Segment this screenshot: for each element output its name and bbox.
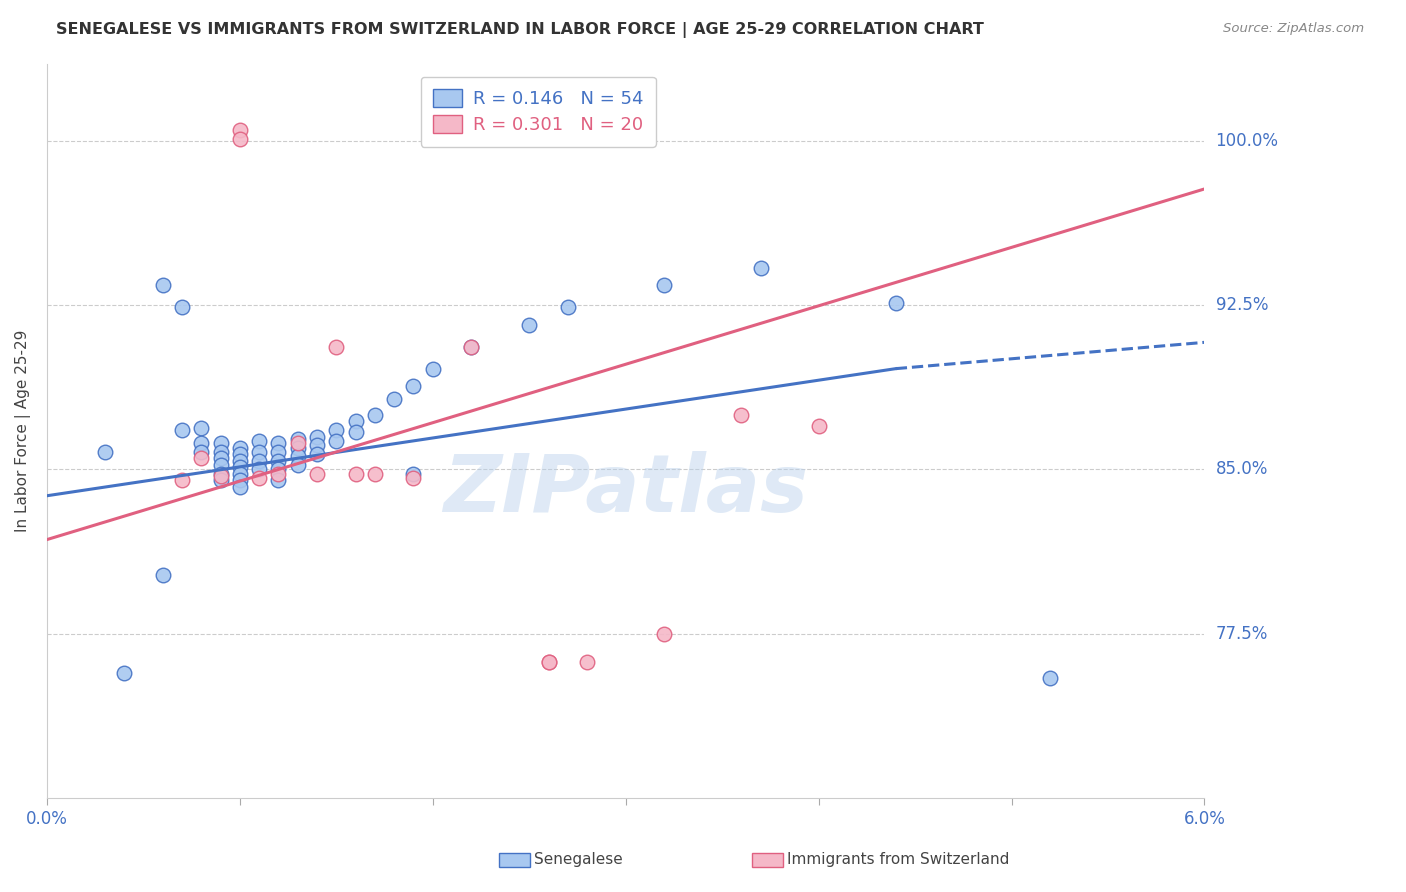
Point [287, 432, 309, 446]
Point [402, 379, 425, 393]
Text: SENEGALESE VS IMMIGRANTS FROM SWITZERLAND IN LABOR FORCE | AGE 25-29 CORRELATION: SENEGALESE VS IMMIGRANTS FROM SWITZERLAN… [56, 22, 984, 38]
Point [209, 474, 232, 488]
Text: Senegalese: Senegalese [534, 853, 623, 867]
Point [94, 445, 117, 459]
Point [152, 567, 174, 582]
Point [287, 450, 309, 464]
Point [1039, 671, 1062, 685]
Point [190, 421, 212, 435]
Point [229, 467, 252, 481]
Point [730, 408, 752, 422]
Point [190, 445, 212, 459]
Point [287, 436, 309, 450]
Text: 100.0%: 100.0% [1216, 132, 1278, 150]
Point [402, 467, 425, 481]
Point [267, 474, 290, 488]
Point [325, 340, 347, 354]
Point [287, 441, 309, 455]
Point [229, 453, 252, 467]
Point [325, 423, 347, 437]
Point [247, 462, 270, 476]
Text: ZIPatlas: ZIPatlas [443, 450, 808, 529]
Point [209, 451, 232, 466]
Point [402, 471, 425, 485]
Point [170, 423, 193, 437]
Point [576, 655, 599, 669]
Point [557, 300, 579, 314]
Point [287, 458, 309, 472]
Text: 85.0%: 85.0% [1216, 460, 1268, 478]
Point [170, 474, 193, 488]
Point [267, 436, 290, 450]
Point [652, 627, 675, 641]
Point [229, 447, 252, 461]
Point [537, 655, 560, 669]
Point [229, 131, 252, 145]
Point [305, 467, 328, 481]
Text: 77.5%: 77.5% [1216, 624, 1268, 643]
Point [247, 445, 270, 459]
Point [247, 453, 270, 467]
Point [209, 467, 232, 481]
Point [517, 318, 540, 332]
Point [652, 278, 675, 293]
Point [190, 451, 212, 466]
Point [112, 666, 135, 681]
Point [537, 655, 560, 669]
Point [209, 469, 232, 483]
Point [247, 471, 270, 485]
Point [267, 467, 290, 481]
Point [229, 480, 252, 494]
Point [209, 458, 232, 472]
Text: 92.5%: 92.5% [1216, 296, 1268, 314]
Point [267, 453, 290, 467]
Y-axis label: In Labor Force | Age 25-29: In Labor Force | Age 25-29 [15, 330, 31, 533]
Point [305, 447, 328, 461]
Point [344, 467, 367, 481]
Point [364, 467, 387, 481]
Legend: R = 0.146   N = 54, R = 0.301   N = 20: R = 0.146 N = 54, R = 0.301 N = 20 [420, 77, 657, 147]
Point [152, 278, 174, 293]
Point [209, 445, 232, 459]
Point [229, 441, 252, 455]
Text: Immigrants from Switzerland: Immigrants from Switzerland [787, 853, 1010, 867]
Point [247, 434, 270, 448]
Point [190, 436, 212, 450]
Point [229, 123, 252, 137]
Point [344, 414, 367, 428]
Point [267, 462, 290, 476]
Point [325, 434, 347, 448]
Point [344, 425, 367, 440]
Point [884, 296, 907, 310]
Text: Source: ZipAtlas.com: Source: ZipAtlas.com [1223, 22, 1364, 36]
Point [209, 436, 232, 450]
Point [305, 429, 328, 443]
Point [364, 408, 387, 422]
Point [170, 300, 193, 314]
Point [460, 340, 482, 354]
Point [229, 474, 252, 488]
Point [460, 340, 482, 354]
Point [807, 418, 830, 433]
Point [382, 392, 405, 407]
Point [422, 361, 444, 376]
Point [749, 260, 772, 275]
Point [267, 445, 290, 459]
Point [229, 460, 252, 475]
Point [305, 438, 328, 452]
